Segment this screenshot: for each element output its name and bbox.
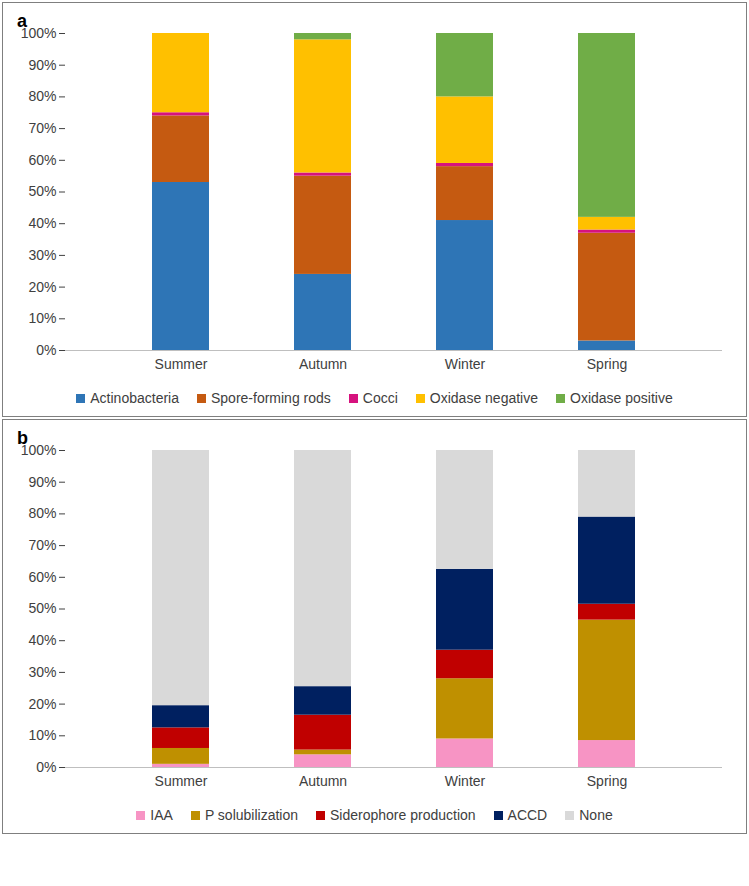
- svg-text:Spring: Spring: [587, 773, 627, 789]
- svg-text:Summer: Summer: [155, 356, 208, 372]
- html-text:Siderophore production: Siderophore production: [330, 807, 476, 823]
- svg-text:100%: 100%: [21, 25, 57, 41]
- html-text:a: a: [17, 11, 27, 31]
- svg-text:80%: 80%: [28, 88, 56, 104]
- svg-text:Autumn: Autumn: [299, 356, 347, 372]
- svg-text:Winter: Winter: [445, 773, 486, 789]
- html-text:IAA: IAA: [150, 807, 173, 823]
- svg-text:50%: 50%: [28, 183, 56, 199]
- svg-text:20%: 20%: [28, 279, 56, 295]
- html-text:None: None: [579, 807, 613, 823]
- svg-text:70%: 70%: [28, 120, 56, 136]
- html-text:Actinobacteria: Actinobacteria: [90, 390, 179, 406]
- svg-text:10%: 10%: [28, 310, 56, 326]
- svg-text:60%: 60%: [28, 152, 56, 168]
- svg-text:0%: 0%: [36, 342, 56, 358]
- html-text:ACCD: ACCD: [507, 807, 548, 823]
- svg-text:Spring: Spring: [587, 356, 627, 372]
- svg-text:Summer: Summer: [155, 773, 208, 789]
- html-text:P solubilization: P solubilization: [204, 807, 298, 823]
- svg-text:30%: 30%: [28, 247, 56, 263]
- svg-text:0%: 0%: [36, 759, 56, 775]
- svg-text:10%: 10%: [28, 727, 56, 743]
- html-text:b: b: [17, 428, 28, 448]
- svg-text:90%: 90%: [28, 57, 56, 73]
- svg-text:100%: 100%: [21, 442, 57, 458]
- svg-text:30%: 30%: [28, 664, 56, 680]
- svg-text:40%: 40%: [28, 632, 56, 648]
- html-text:Oxidase negative: Oxidase negative: [429, 390, 538, 406]
- svg-text:20%: 20%: [28, 696, 56, 712]
- svg-text:80%: 80%: [28, 505, 56, 521]
- svg-text:70%: 70%: [28, 537, 56, 553]
- svg-text:Winter: Winter: [445, 356, 486, 372]
- svg-text:40%: 40%: [28, 215, 56, 231]
- svg-text:90%: 90%: [28, 474, 56, 490]
- html-text:Oxidase positive: Oxidase positive: [570, 390, 673, 406]
- html-text:Cocci: Cocci: [362, 390, 398, 406]
- svg-text:Autumn: Autumn: [299, 773, 347, 789]
- svg-text:50%: 50%: [28, 600, 56, 616]
- html-text:Spore-forming rods: Spore-forming rods: [211, 390, 331, 406]
- svg-text:60%: 60%: [28, 569, 56, 585]
